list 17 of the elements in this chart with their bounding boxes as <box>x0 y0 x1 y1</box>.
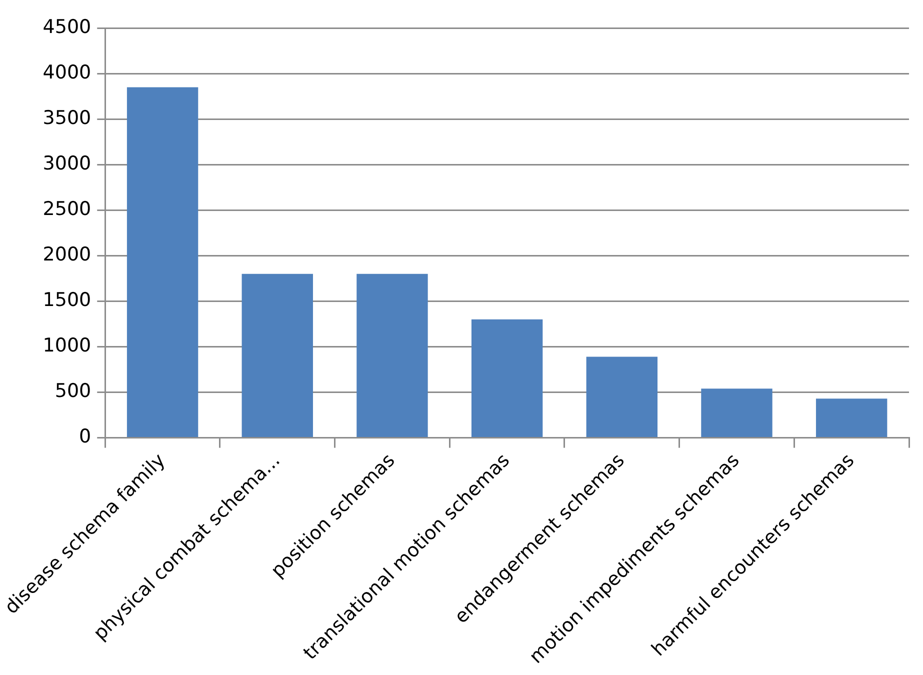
bar <box>816 398 888 438</box>
bar <box>126 87 198 438</box>
y-tick-label: 4500 <box>42 16 92 38</box>
bar <box>701 388 772 438</box>
y-tick-label: 2000 <box>42 244 92 266</box>
bar <box>356 274 428 438</box>
y-tick-label: 500 <box>54 380 92 402</box>
y-tick-label: 4000 <box>42 61 92 84</box>
y-tick-label: 2500 <box>42 198 92 220</box>
bar <box>242 274 313 438</box>
y-tick-label: 0 <box>79 426 92 448</box>
y-tick-label: 1000 <box>42 334 92 357</box>
y-tick-label: 3000 <box>42 152 92 175</box>
bar <box>471 319 543 438</box>
bar <box>586 356 658 438</box>
y-tick-label: 1500 <box>42 289 92 312</box>
y-tick-label: 3500 <box>42 107 92 130</box>
